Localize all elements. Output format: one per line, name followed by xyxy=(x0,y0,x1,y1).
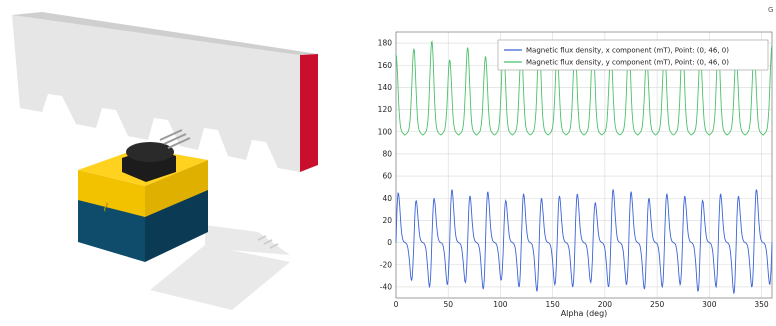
yoke-body xyxy=(12,15,300,172)
y-tick-label: 60 xyxy=(382,172,392,181)
legend: Magnetic flux density, x component (mT),… xyxy=(497,39,769,71)
sensor-top-side xyxy=(145,160,208,217)
y-tick-label: 120 xyxy=(378,105,393,114)
series xyxy=(395,40,773,294)
y-tick-label: 160 xyxy=(378,61,393,70)
x-tick-label: 300 xyxy=(702,300,717,309)
pin-shadow xyxy=(263,239,273,245)
y-tick-label: 20 xyxy=(382,216,392,225)
y-tick-label: 0 xyxy=(387,238,392,247)
flux-density-chart: G -40 -20 0 20 40 60 80 100 120 140 160 180 0 50 100 15… xyxy=(378,6,774,318)
axes: -40 -20 0 20 40 60 80 100 120 140 160 180 0 50 100 150 2… xyxy=(378,31,773,309)
grid xyxy=(395,32,772,298)
x-tick-label: 200 xyxy=(598,300,613,309)
sensor-mark: ~ xyxy=(97,199,116,215)
y-tick-label: -40 xyxy=(380,282,392,291)
floor-shadow-2 xyxy=(205,225,290,255)
pin-shadow xyxy=(269,243,279,249)
sensor-base-side xyxy=(145,188,208,262)
legend-label: Magnetic flux density, x component (mT),… xyxy=(526,47,729,55)
x-tick-label: 100 xyxy=(493,300,508,309)
y-tick-label: 140 xyxy=(378,83,393,92)
x-tick-label: 0 xyxy=(394,300,399,309)
floor-shadow xyxy=(150,245,290,310)
y-tick-label: 180 xyxy=(378,39,393,48)
x-tick-label: 350 xyxy=(754,300,769,309)
x-tick-label: 150 xyxy=(546,300,561,309)
chip-pin xyxy=(159,129,183,141)
chip-pin xyxy=(163,133,187,145)
y-tick-label: 40 xyxy=(382,194,392,203)
corner-glyph: G xyxy=(768,6,773,14)
series-line-y-component xyxy=(395,40,773,136)
sensor-top-front xyxy=(78,170,145,217)
pin-shadow xyxy=(257,235,267,241)
chip-pin xyxy=(167,137,191,149)
legend-box xyxy=(497,39,769,71)
plot-frame xyxy=(395,31,773,299)
y-tick-label: -20 xyxy=(380,260,392,269)
chip-dome xyxy=(126,142,174,162)
sensor-magnet-scene: ~ xyxy=(12,12,318,310)
x-axis-title: Alpha (deg) xyxy=(561,309,608,318)
x-tick-label: 50 xyxy=(443,300,453,309)
y-tick-label: 100 xyxy=(378,127,393,136)
series-line-x-component xyxy=(395,189,773,294)
legend-label: Magnetic flux density, y component (mT),… xyxy=(526,59,729,67)
chart-panel: G -40 -20 0 20 40 60 80 100 120 140 160 180 0 50 100 15… xyxy=(360,0,776,322)
sensor-base-front xyxy=(78,198,145,262)
y-tick-label: 80 xyxy=(382,149,392,158)
yoke-top-face xyxy=(12,12,318,55)
magnet-red-side xyxy=(300,54,318,172)
x-tick-label: 250 xyxy=(650,300,665,309)
